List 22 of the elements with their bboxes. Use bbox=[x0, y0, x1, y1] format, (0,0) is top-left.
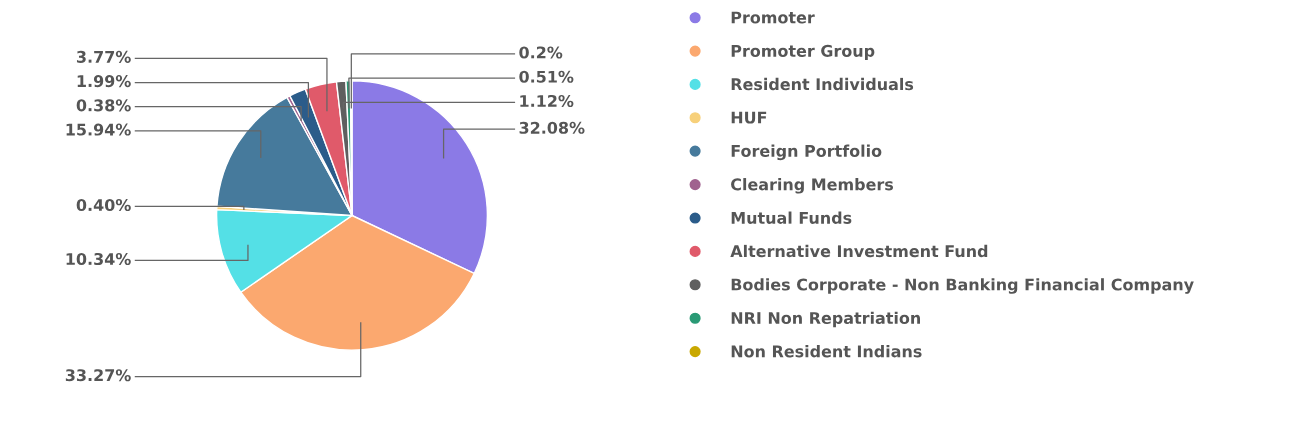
legend-label: Foreign Portfolio bbox=[731, 144, 882, 161]
legend-label: Promoter bbox=[731, 11, 815, 24]
data-label: 15.94% bbox=[66, 123, 131, 136]
legend-label: Mutual Funds bbox=[731, 211, 852, 224]
legend-label: NRI Non Repatriation bbox=[731, 311, 920, 328]
data-label: 0.38% bbox=[76, 99, 131, 112]
legend-label: Alternative Investment Fund bbox=[730, 244, 988, 258]
legend-label: Promoter Group bbox=[731, 44, 875, 60]
legend-label: HUF bbox=[731, 111, 767, 124]
legend-label: Clearing Members bbox=[731, 178, 894, 194]
data-label: 33.27% bbox=[65, 369, 131, 382]
data-label: 10.34% bbox=[66, 252, 131, 266]
data-label: 1.99% bbox=[77, 75, 131, 88]
legend-label: Resident Individuals bbox=[731, 77, 914, 91]
data-label: 32.08% bbox=[519, 121, 585, 134]
data-label: 3.77% bbox=[76, 50, 131, 63]
legend-label: Non Resident Indians bbox=[731, 345, 922, 358]
data-label: 0.51% bbox=[519, 70, 574, 83]
legend-label: Bodies Corporate - Non Banking Financial Company bbox=[731, 278, 1194, 294]
data-label: 0.2% bbox=[519, 46, 563, 59]
data-label: 0.40% bbox=[76, 199, 131, 212]
data-label: 1.12% bbox=[520, 94, 574, 107]
